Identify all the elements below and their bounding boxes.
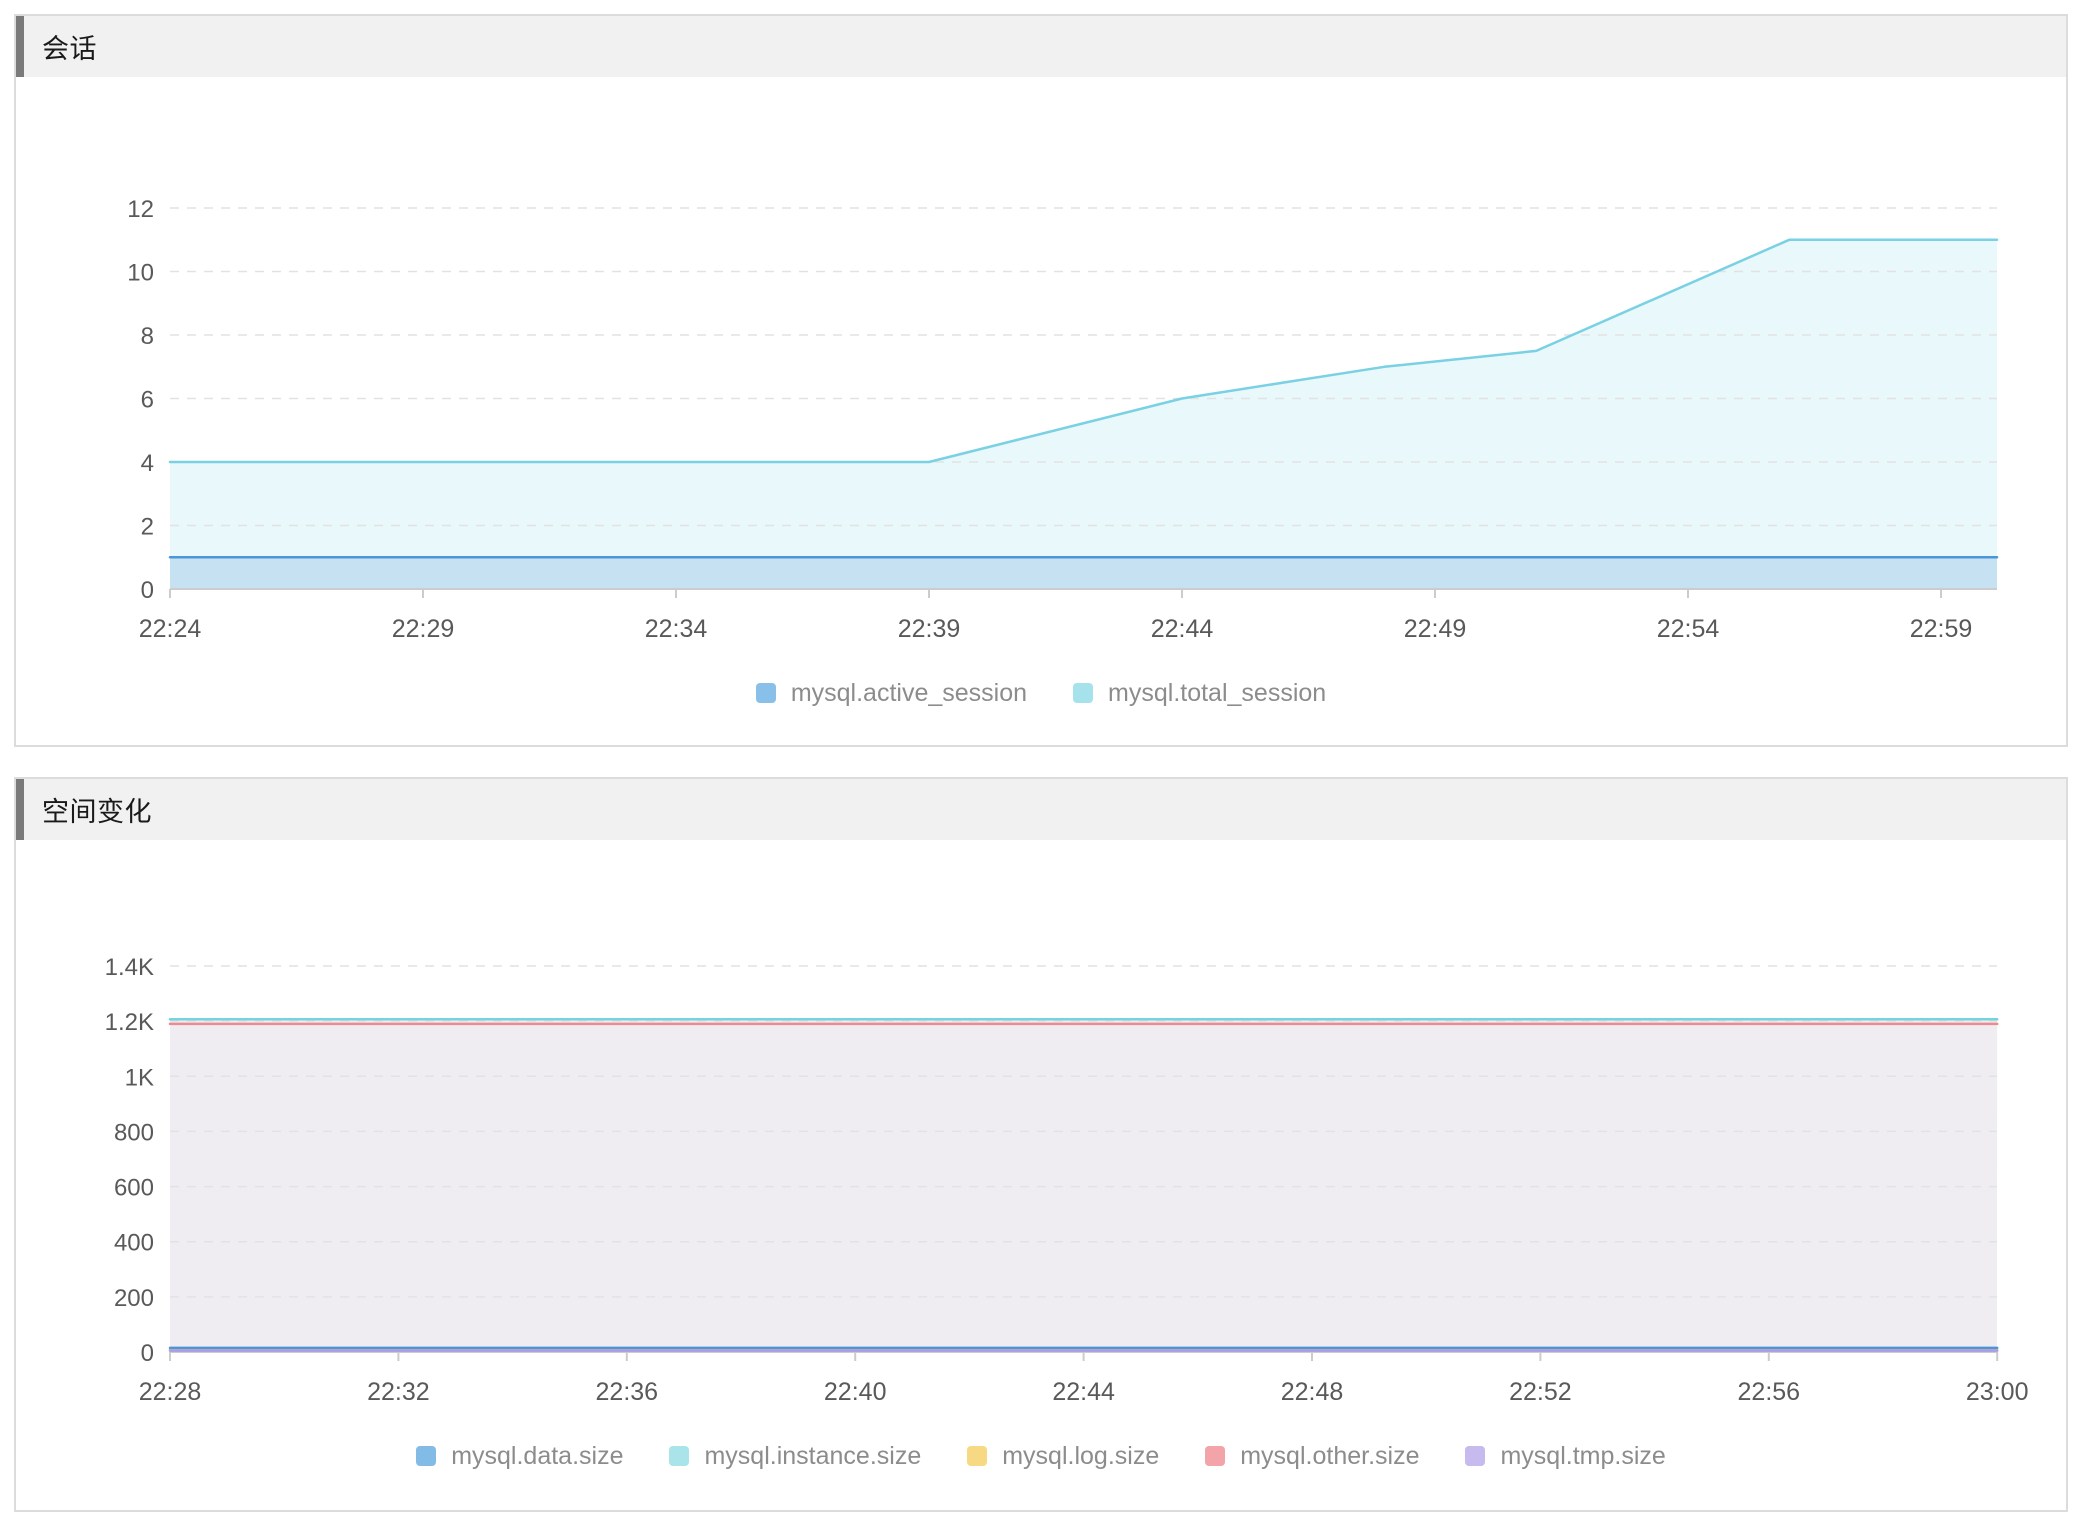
svg-text:23:00: 23:00: [1966, 1378, 2029, 1406]
sessions-panel-header: 会话: [16, 16, 2066, 77]
svg-text:0: 0: [141, 1340, 154, 1367]
legend-swatch: [669, 1446, 690, 1466]
line-mysql.total_session[interactable]: [168, 238, 1999, 464]
x-axis: [169, 588, 1997, 598]
legend-item-mysql.other.size[interactable]: mysql.other.size: [1205, 1442, 1419, 1471]
sessions-chart-area: 0 2 4 6 8 10 12 22:24 22:29 22:34 22:39 22:44 22:49 2…: [16, 77, 2066, 717]
svg-text:4: 4: [141, 450, 154, 477]
legend-item-mysql.active_session[interactable]: mysql.active_session: [755, 678, 1028, 708]
panel-accent-bar: [16, 16, 24, 77]
area-mysql.active_session: [170, 557, 1997, 589]
svg-text:1K: 1K: [125, 1064, 154, 1091]
svg-text:22:36: 22:36: [596, 1378, 659, 1406]
legend-item-mysql.log.size[interactable]: mysql.log.size: [967, 1442, 1159, 1471]
svg-text:1.2K: 1.2K: [105, 1009, 154, 1036]
x-axis: [169, 1351, 1999, 1361]
legend-label: mysql.other.size: [1240, 1441, 1420, 1470]
sessions-panel-title: 会话: [42, 34, 97, 64]
svg-text:12: 12: [127, 196, 154, 223]
svg-text:22:29: 22:29: [392, 615, 455, 643]
legend-swatch: [1073, 683, 1094, 703]
legend-label: mysql.data.size: [451, 1441, 624, 1470]
area-mysql.total_session: [170, 239, 1997, 590]
legend-label: mysql.log.size: [1002, 1441, 1160, 1470]
sessions-panel: 会话 0 2 4 6 8 10 12 22:24 22:29 22:34 22:39 22:44 22:…: [14, 14, 2068, 747]
series-lines: [168, 238, 1999, 559]
sessions-legend: mysql.active_session mysql.total_session: [16, 669, 2066, 717]
legend-item-mysql.data.size[interactable]: mysql.data.size: [416, 1442, 623, 1471]
legend-item-mysql.total_session[interactable]: mysql.total_session: [1073, 679, 1326, 708]
legend-item-mysql.tmp.size[interactable]: mysql.tmp.size: [1465, 1441, 1666, 1471]
legend-label: mysql.total_session: [1108, 678, 1327, 707]
space-change-chart-area: 0 200 400 600 800 1K 1.2K 1.4K 22:28 22:32 22:36 22…: [16, 840, 2066, 1480]
svg-text:6: 6: [141, 387, 154, 414]
svg-text:800: 800: [114, 1119, 154, 1146]
svg-text:22:40: 22:40: [824, 1378, 887, 1406]
area-mysql.instance.size: [170, 1019, 1998, 1352]
svg-text:600: 600: [114, 1175, 154, 1202]
svg-text:200: 200: [114, 1285, 154, 1312]
svg-text:22:49: 22:49: [1404, 615, 1467, 643]
y-axis-labels: 0 200 400 600 800 1K 1.2K 1.4K: [105, 954, 154, 1367]
svg-text:22:54: 22:54: [1657, 615, 1720, 643]
legend-swatch: [416, 1446, 437, 1466]
space-change-panel-title: 空间变化: [42, 797, 152, 827]
svg-text:10: 10: [127, 260, 154, 287]
svg-text:8: 8: [141, 323, 154, 350]
svg-text:22:34: 22:34: [645, 615, 708, 643]
legend-label: mysql.instance.size: [704, 1441, 922, 1470]
svg-text:22:52: 22:52: [1509, 1378, 1572, 1406]
svg-text:22:32: 22:32: [367, 1378, 430, 1406]
series-lines: [168, 1017, 1999, 1352]
space-change-legend: mysql.data.size mysql.instance.size mysql.…: [16, 1432, 2066, 1480]
svg-text:22:48: 22:48: [1281, 1378, 1344, 1406]
svg-text:400: 400: [114, 1230, 154, 1257]
svg-text:1.4K: 1.4K: [105, 954, 154, 981]
svg-text:22:44: 22:44: [1052, 1378, 1115, 1406]
legend-label: mysql.active_session: [790, 678, 1028, 707]
y-axis-labels: 0 2 4 6 8 10 12: [127, 196, 154, 604]
svg-text:0: 0: [141, 577, 154, 604]
legend-swatch: [1465, 1446, 1486, 1466]
space-change-panel-header: 空间变化: [16, 779, 2066, 840]
legend-swatch: [967, 1446, 988, 1466]
x-axis-labels: 22:28 22:32 22:36 22:40 22:44 22:48 22:52 22:56…: [139, 1378, 2029, 1406]
svg-text:22:59: 22:59: [1910, 615, 1973, 643]
series-areas: [170, 239, 1997, 590]
svg-text:22:24: 22:24: [139, 615, 202, 643]
svg-text:22:44: 22:44: [1151, 615, 1214, 643]
legend-label: mysql.tmp.size: [1500, 1441, 1666, 1470]
svg-text:2: 2: [141, 514, 154, 541]
legend-swatch: [1205, 1446, 1226, 1466]
panel-accent-bar: [16, 779, 24, 840]
space-change-panel: 空间变化 0 200 400 600 800 1K 1.2K 1.4K 22:28 22:32 22…: [14, 777, 2068, 1512]
svg-text:22:56: 22:56: [1738, 1378, 1801, 1406]
legend-item-mysql.instance.size[interactable]: mysql.instance.size: [669, 1442, 921, 1471]
series-areas: [170, 1019, 1998, 1352]
legend-swatch: [755, 683, 776, 703]
svg-text:22:39: 22:39: [898, 615, 961, 643]
svg-text:22:28: 22:28: [139, 1378, 202, 1406]
x-axis-labels: 22:24 22:29 22:34 22:39 22:44 22:49 22:54 22:59: [139, 615, 1973, 643]
